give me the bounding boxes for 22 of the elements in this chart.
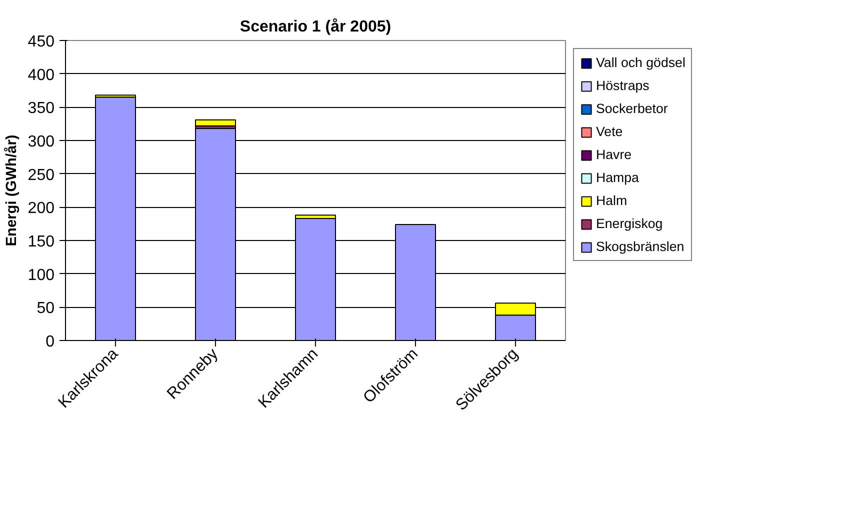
legend-label: Sockerbetor bbox=[596, 101, 668, 116]
y-tick-label: 100 bbox=[28, 266, 55, 284]
y-tick-label: 0 bbox=[46, 334, 55, 350]
legend-label: Vete bbox=[596, 124, 623, 139]
legend-label: Havre bbox=[596, 147, 632, 162]
y-tick-label: 350 bbox=[28, 100, 55, 118]
legend-label: Halm bbox=[596, 193, 628, 208]
y-tick-label: 400 bbox=[28, 66, 55, 84]
legend-label: Skogsbränslen bbox=[596, 239, 684, 254]
y-tick-label: 300 bbox=[28, 134, 55, 150]
bar bbox=[195, 119, 236, 126]
y-tick-label: 450 bbox=[28, 34, 55, 50]
chart-title: Scenario 1 (år 2005) bbox=[240, 18, 392, 36]
y-tick-label: 150 bbox=[28, 234, 55, 250]
legend-label: Hampa bbox=[596, 170, 639, 185]
legend-label: Energiskog bbox=[596, 216, 663, 231]
y-axis-title: Energi (GWh/år) bbox=[2, 134, 20, 246]
legend-label: Höstraps bbox=[596, 78, 650, 93]
y-tick-label: 200 bbox=[28, 200, 55, 218]
y-tick-label: 50 bbox=[36, 300, 55, 318]
y-tick-label: 250 bbox=[28, 166, 55, 184]
legend-label: Vall och gödsel bbox=[596, 55, 686, 70]
